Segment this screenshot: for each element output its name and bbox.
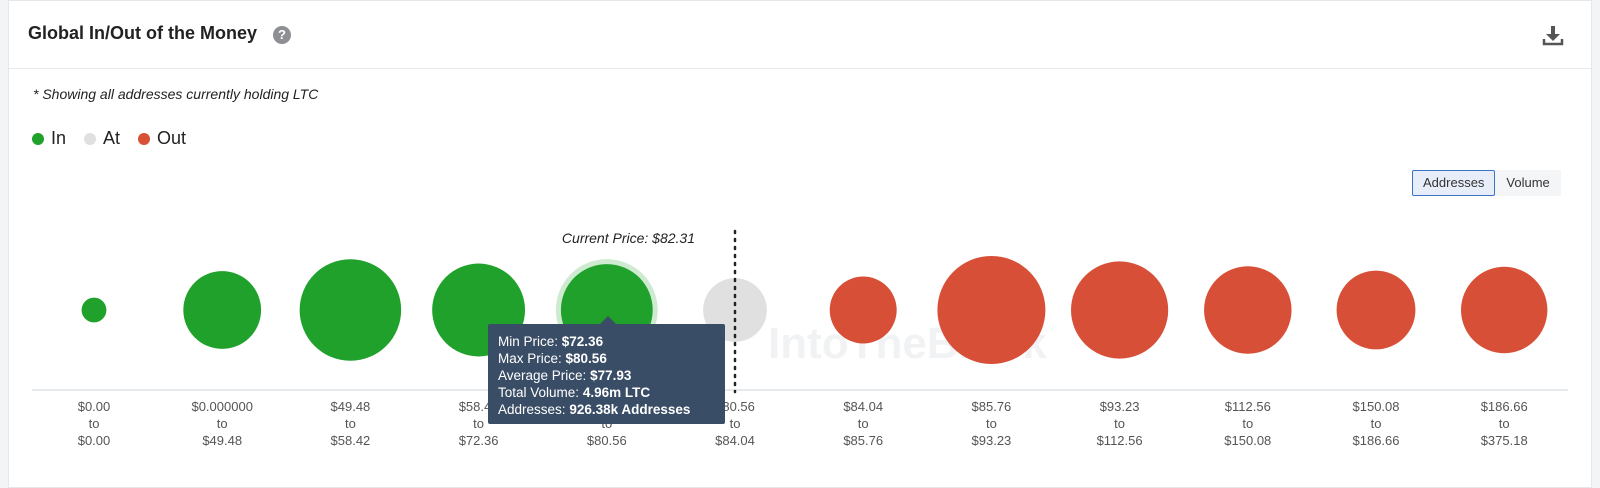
bubble-out[interactable] bbox=[1071, 261, 1169, 359]
tick-label-to-word: to bbox=[89, 416, 100, 431]
tick-label-to: $49.48 bbox=[202, 433, 242, 448]
legend-label-out: Out bbox=[157, 128, 187, 148]
tick-label-to: $84.04 bbox=[715, 433, 755, 448]
question-circle-icon[interactable]: ? bbox=[273, 26, 291, 44]
tick-label-from: $49.48 bbox=[331, 399, 371, 414]
tick-label-to-word: to bbox=[1371, 416, 1382, 431]
tick-label-from: $0.00 bbox=[78, 399, 111, 414]
tick-label-to-word: to bbox=[217, 416, 228, 431]
page-title: Global In/Out of the Money bbox=[28, 23, 257, 43]
tooltip-min-row: Min Price: $72.36 bbox=[498, 334, 604, 349]
tick-label-from: $85.76 bbox=[972, 399, 1012, 414]
legend-item-out[interactable]: Out bbox=[138, 128, 186, 149]
tick-label-from: $186.66 bbox=[1481, 399, 1528, 414]
tick-label-to-word: to bbox=[858, 416, 869, 431]
bubble-in[interactable] bbox=[299, 259, 402, 361]
tick-label-from: $84.04 bbox=[843, 399, 883, 414]
tooltip-arrow bbox=[600, 316, 616, 324]
bubble-out[interactable] bbox=[1461, 266, 1548, 354]
legend-dot-in bbox=[32, 132, 44, 145]
tick-label-to-word: to bbox=[730, 416, 741, 431]
legend-item-in[interactable]: In bbox=[32, 128, 66, 149]
tick-label-to: $85.76 bbox=[843, 433, 883, 448]
tick-label-to-word: to bbox=[345, 416, 356, 431]
tick-label-to: $93.23 bbox=[972, 433, 1012, 448]
bubble-out[interactable] bbox=[937, 256, 1046, 364]
legend-dot-out bbox=[138, 132, 151, 145]
tick-label-from: $112.56 bbox=[1225, 399, 1271, 414]
holding-note: * Showing all addresses currently holdin… bbox=[33, 86, 319, 102]
download-icon[interactable] bbox=[1541, 23, 1565, 47]
legend-item-at[interactable]: At bbox=[84, 128, 120, 149]
tick-label-to: $112.56 bbox=[1097, 433, 1143, 448]
tick-label-to: $80.56 bbox=[587, 433, 627, 448]
tick-label-to: $58.42 bbox=[331, 433, 371, 448]
tooltip-addresses-row: Addresses: 926.38k Addresses bbox=[498, 402, 691, 417]
metric-toggle: Addresses Volume bbox=[1412, 170, 1561, 196]
current-price-label: Current Price: $82.31 bbox=[562, 230, 695, 246]
tick-label-to: $0.00 bbox=[78, 433, 111, 448]
bubble-out[interactable] bbox=[1336, 270, 1416, 350]
bubble-in[interactable] bbox=[81, 297, 107, 323]
legend-label-in: In bbox=[51, 128, 67, 148]
legend-dot-at bbox=[84, 132, 97, 145]
tick-label-to-word: to bbox=[1499, 416, 1510, 431]
tick-label-to-word: to bbox=[1242, 416, 1253, 431]
tick-label-from: $93.23 bbox=[1100, 399, 1140, 414]
tooltip-max-row: Max Price: $80.56 bbox=[498, 351, 607, 366]
tick-label-to: $186.66 bbox=[1353, 433, 1400, 448]
tick-label-to-word: to bbox=[986, 416, 997, 431]
tooltip-avg-row: Average Price: $77.93 bbox=[498, 368, 632, 383]
tick-label-from: $0.000000 bbox=[191, 399, 252, 414]
card-header: Global In/Out of the Money ? bbox=[9, 1, 1591, 69]
tick-label-to: $375.18 bbox=[1481, 433, 1528, 448]
tick-label-from: $150.08 bbox=[1353, 399, 1400, 414]
tick-label-to-word: to bbox=[1114, 416, 1125, 431]
legend: In At Out bbox=[32, 128, 186, 149]
volume-toggle-button[interactable]: Volume bbox=[1495, 170, 1561, 196]
bubble-out[interactable] bbox=[1204, 266, 1292, 354]
bubble-in[interactable] bbox=[183, 271, 262, 349]
tick-label-to: $72.36 bbox=[459, 433, 499, 448]
tick-label-from: $80.56 bbox=[715, 399, 755, 414]
legend-label-at: At bbox=[103, 128, 121, 148]
tick-label-to: $150.08 bbox=[1224, 433, 1271, 448]
tooltip-volume-row: Total Volume: 4.96m LTC bbox=[498, 385, 651, 400]
addresses-toggle-button[interactable]: Addresses bbox=[1412, 170, 1496, 196]
chart-card: Global In/Out of the Money ? bbox=[8, 0, 1592, 488]
tick-label-to-word: to bbox=[473, 416, 484, 431]
bubble-out[interactable] bbox=[829, 276, 897, 344]
bucket-tooltip: Min Price: $72.36 Max Price: $80.56 Aver… bbox=[488, 324, 725, 424]
